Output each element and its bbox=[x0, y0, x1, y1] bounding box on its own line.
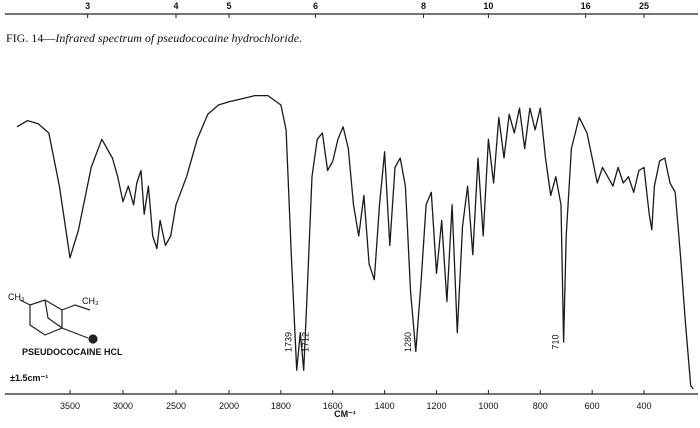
top-tick-label: 3 bbox=[85, 1, 90, 11]
x-tick-label: 1800 bbox=[271, 401, 291, 411]
caption-italic: Infrared spectrum of pseudococaine hydro… bbox=[54, 31, 302, 45]
peak-label: 1739 bbox=[284, 332, 294, 352]
peak-label: 1712 bbox=[301, 332, 311, 352]
x-tick-label: 1000 bbox=[478, 401, 498, 411]
top-tick-label: 10 bbox=[483, 1, 493, 11]
spectrum-line bbox=[16, 94, 694, 390]
x-tick-label: 1200 bbox=[427, 401, 447, 411]
structure-label: CH₃ bbox=[82, 296, 99, 306]
structure bbox=[19, 299, 98, 344]
peak-label: 710 bbox=[551, 334, 561, 349]
caption-prefix: FIG. 14— bbox=[6, 31, 56, 45]
caption: FIG. 14—Infrared spectrum of pseudococai… bbox=[6, 31, 302, 45]
x-tick-label: 1600 bbox=[323, 401, 343, 411]
x-tick-label: 600 bbox=[585, 401, 600, 411]
x-tick-label: 1400 bbox=[375, 401, 395, 411]
x-axis-label: CM⁻¹ bbox=[334, 409, 356, 419]
top-tick-label: 5 bbox=[226, 1, 231, 11]
peak-label: 1280 bbox=[403, 332, 413, 352]
structure-label: CH₃ bbox=[8, 292, 25, 302]
x-tick-label: 400 bbox=[637, 401, 652, 411]
top-tick-label: 8 bbox=[421, 1, 426, 11]
compound-label: PSEUDOCOCAINE HCL bbox=[22, 347, 123, 357]
x-tick-label: 3000 bbox=[113, 401, 133, 411]
x-tick-label: 800 bbox=[533, 401, 548, 411]
x-tick-label: 2000 bbox=[219, 401, 239, 411]
top-tick-label: 6 bbox=[313, 1, 318, 11]
top-tick-label: 16 bbox=[581, 1, 591, 11]
resolution-label: ±1.5cm⁻¹ bbox=[10, 373, 48, 383]
x-tick-label: 3500 bbox=[60, 401, 80, 411]
top-tick-label: 25 bbox=[639, 1, 649, 11]
top-tick-label: 4 bbox=[173, 1, 178, 11]
x-tick-label: 2500 bbox=[166, 401, 186, 411]
